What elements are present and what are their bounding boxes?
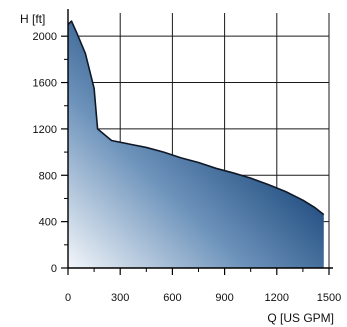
x-tick-label-300: 300 [111,292,129,304]
head-flow-area [68,21,324,268]
x-tick-label-600: 600 [163,292,181,304]
x-tick-label-900: 900 [215,292,233,304]
x-tick-label-1200: 1200 [265,292,289,304]
axes [61,9,333,275]
y-tick-label-1600: 1600 [33,78,57,90]
y-tick-label-800: 800 [39,170,57,182]
y-tick-label-1200: 1200 [33,124,57,136]
head-flow-curve [67,20,325,216]
y-tick-label-400: 400 [39,217,57,229]
y-axis-label: H [ft] [20,12,45,26]
x-tick-label-0: 0 [65,292,71,304]
y-tick-label-0: 0 [51,263,57,275]
x-tick-label-1500: 1500 [317,292,341,304]
tick-labels: 0 400 800 1200 1600 2000 0 300 600 900 1200 1500 [33,31,342,304]
y-tick-label-2000: 2000 [33,31,57,43]
x-axis-label: Q [US GPM] [267,311,334,325]
